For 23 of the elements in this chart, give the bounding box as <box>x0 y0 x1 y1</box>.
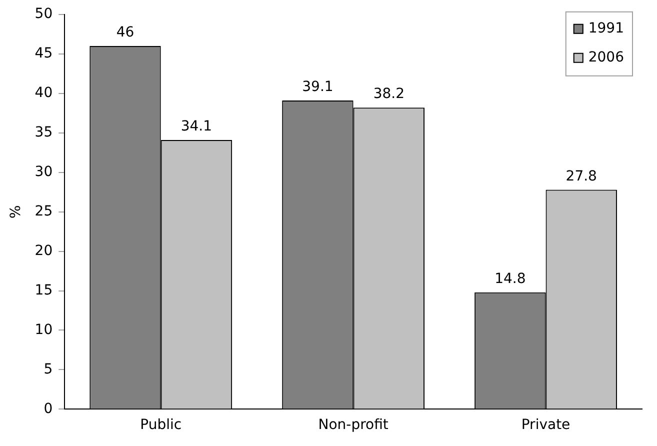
data-label: 34.1 <box>180 118 212 135</box>
y-tick-label: 35 <box>34 124 53 140</box>
y-tick-label: 30 <box>34 164 53 180</box>
y-tick-label: 40 <box>34 85 53 101</box>
legend-label: 2006 <box>588 50 624 66</box>
data-label: 39.1 <box>302 79 334 96</box>
data-label: 14.8 <box>494 270 526 287</box>
y-tick-label: 5 <box>44 361 53 378</box>
data-label: 46 <box>116 24 134 41</box>
y-tick-label: 15 <box>34 282 53 298</box>
legend-label: 1991 <box>588 20 624 37</box>
y-tick-label: 10 <box>34 322 53 338</box>
y-axis-title: % <box>8 205 24 218</box>
data-label: 38.2 <box>373 86 404 102</box>
x-tick-label: Private <box>521 417 570 434</box>
x-tick-label: Non-profit <box>318 417 389 434</box>
x-tick-label: Public <box>140 417 182 434</box>
y-tick-label: 25 <box>34 203 53 220</box>
y-tick-label: 45 <box>34 46 53 62</box>
data-label: 27.8 <box>566 168 597 184</box>
y-tick-label: 20 <box>34 242 53 259</box>
y-tick-label: 50 <box>34 6 53 22</box>
y-tick-label: 0 <box>44 400 53 417</box>
